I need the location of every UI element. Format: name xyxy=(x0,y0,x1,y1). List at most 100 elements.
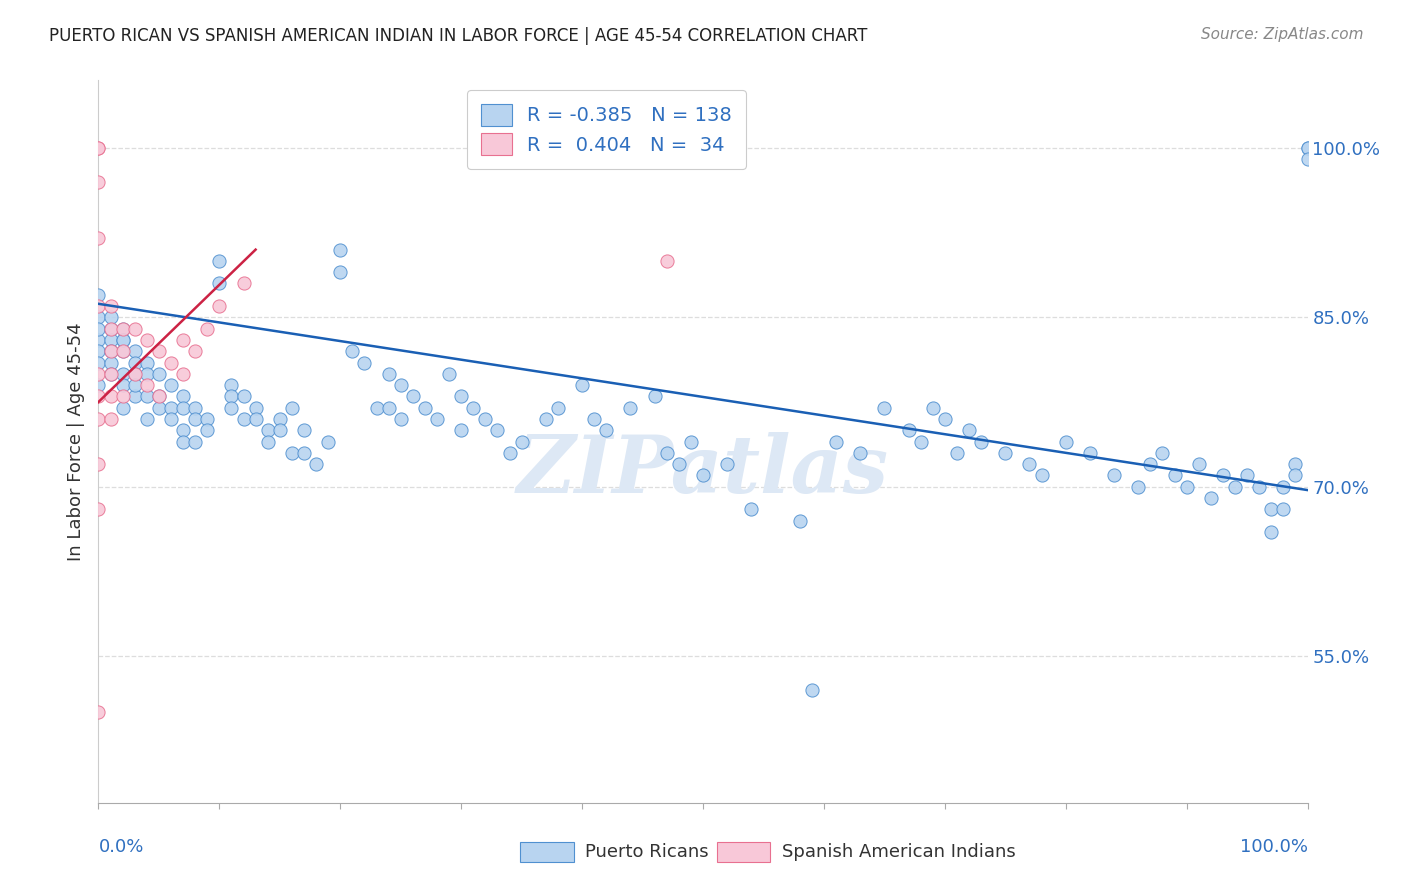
Point xyxy=(463,401,485,415)
Point xyxy=(329,265,352,279)
Point xyxy=(111,321,134,335)
Point xyxy=(281,401,304,415)
Point xyxy=(87,367,110,381)
Point xyxy=(208,299,231,313)
Point xyxy=(208,253,231,268)
Point xyxy=(1296,141,1319,155)
Point xyxy=(87,378,110,392)
Point xyxy=(1272,502,1295,516)
Point xyxy=(245,401,267,415)
Legend: R = -0.385   N = 138, R =  0.404   N =  34: R = -0.385 N = 138, R = 0.404 N = 34 xyxy=(467,90,745,169)
Point xyxy=(87,333,110,347)
Point xyxy=(897,423,920,437)
Point xyxy=(195,412,218,426)
Point xyxy=(221,389,243,403)
Point xyxy=(1078,446,1101,460)
Point xyxy=(1223,480,1246,494)
Point xyxy=(135,333,157,347)
Point xyxy=(172,423,194,437)
Point xyxy=(172,389,194,403)
Point xyxy=(619,401,641,415)
Point xyxy=(1054,434,1077,449)
Point xyxy=(87,457,110,471)
Point xyxy=(87,141,110,155)
Point xyxy=(100,310,122,325)
Point xyxy=(232,277,254,291)
Point xyxy=(87,175,110,189)
Point xyxy=(437,367,460,381)
Point xyxy=(353,355,375,369)
Text: 100.0%: 100.0% xyxy=(1240,838,1308,856)
Point xyxy=(377,401,399,415)
Point xyxy=(450,423,472,437)
Point xyxy=(486,423,509,437)
Point xyxy=(740,502,762,516)
Point xyxy=(111,401,134,415)
Point xyxy=(873,401,896,415)
Point xyxy=(716,457,738,471)
Point xyxy=(256,423,278,437)
Point xyxy=(825,434,848,449)
Point xyxy=(135,355,157,369)
Point xyxy=(269,412,291,426)
Point xyxy=(172,367,194,381)
Point xyxy=(100,333,122,347)
Point xyxy=(184,412,207,426)
Point xyxy=(1296,153,1319,167)
Point xyxy=(910,434,932,449)
Point xyxy=(100,321,122,335)
Point xyxy=(1102,468,1125,483)
Point xyxy=(957,423,980,437)
Point xyxy=(692,468,714,483)
Point xyxy=(87,344,110,359)
Point xyxy=(87,389,110,403)
Point xyxy=(389,412,412,426)
Point xyxy=(534,412,557,426)
Point xyxy=(87,141,110,155)
Point xyxy=(1018,457,1040,471)
Point xyxy=(160,412,183,426)
Point xyxy=(87,412,110,426)
Point xyxy=(87,299,110,313)
Point xyxy=(111,333,134,347)
Point xyxy=(148,389,170,403)
Point xyxy=(111,333,134,347)
Point xyxy=(184,434,207,449)
Point xyxy=(934,412,956,426)
Point xyxy=(946,446,969,460)
Point xyxy=(583,412,606,426)
Point xyxy=(208,277,231,291)
Point xyxy=(789,514,811,528)
Point xyxy=(547,401,569,415)
Point xyxy=(111,378,134,392)
Text: Puerto Ricans: Puerto Ricans xyxy=(585,843,709,861)
Point xyxy=(148,367,170,381)
Point xyxy=(111,367,134,381)
Point xyxy=(1139,457,1161,471)
Y-axis label: In Labor Force | Age 45-54: In Labor Force | Age 45-54 xyxy=(66,322,84,561)
Point xyxy=(124,344,146,359)
Point xyxy=(195,423,218,437)
Point xyxy=(413,401,436,415)
Point xyxy=(124,367,146,381)
Point xyxy=(111,321,134,335)
Point xyxy=(292,446,315,460)
Text: ZIPatlas: ZIPatlas xyxy=(517,432,889,509)
Point xyxy=(135,389,157,403)
Point xyxy=(316,434,339,449)
Point xyxy=(450,389,472,403)
Point xyxy=(269,423,291,437)
Point xyxy=(111,344,134,359)
Point xyxy=(921,401,943,415)
Point xyxy=(498,446,520,460)
Point xyxy=(148,389,170,403)
Point xyxy=(100,412,122,426)
Point xyxy=(800,682,823,697)
Point xyxy=(389,378,412,392)
Point xyxy=(184,401,207,415)
Point xyxy=(994,446,1017,460)
Text: 0.0%: 0.0% xyxy=(98,838,143,856)
Point xyxy=(100,367,122,381)
Point xyxy=(305,457,328,471)
Point xyxy=(124,367,146,381)
